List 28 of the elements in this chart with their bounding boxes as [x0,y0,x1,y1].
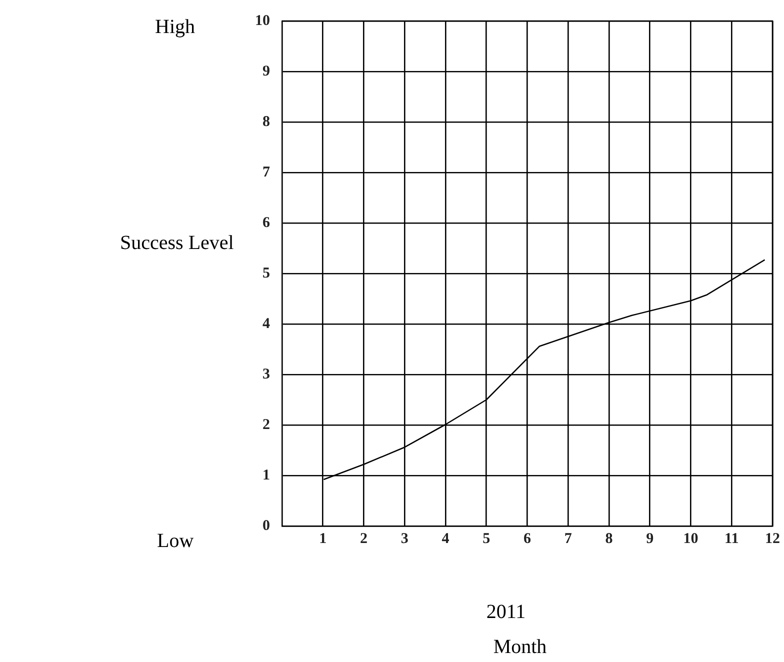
y-tick-label: 7 [262,164,270,180]
y-tick-label: 4 [262,316,270,332]
y-tick-label: 5 [262,265,270,282]
y-axis-title: Success Level [120,232,234,255]
x-tick-label: 2 [360,530,368,547]
y-tick-label: 3 [262,366,270,382]
x-tick-label: 11 [724,530,739,547]
x-axis-title: Month [493,636,547,659]
y-tick-label: 2 [262,416,270,433]
x-tick-label: 6 [524,530,532,547]
text: High [155,16,195,39]
text: 2011 [486,601,526,624]
y-tick-label: 8 [262,114,270,130]
y-tick-label: 9 [262,63,270,80]
text: Low [157,530,194,553]
x-tick-label: 10 [683,530,698,547]
x-tick-label: 4 [442,530,450,547]
x-tick-label: 7 [564,530,572,547]
x-tick-label: 1 [319,530,327,547]
x-tick-label: 5 [482,530,490,547]
y-tick-label: 10 [255,12,270,29]
x-tick-label: 12 [765,530,780,547]
y-tick-label: 6 [262,214,270,231]
x-tick-label: 3 [400,530,408,547]
y-tick-label: 1 [262,467,270,484]
x-tick-label: 8 [605,530,613,547]
x-tick-label: 9 [646,530,654,547]
y-tick-label: 0 [262,518,270,534]
